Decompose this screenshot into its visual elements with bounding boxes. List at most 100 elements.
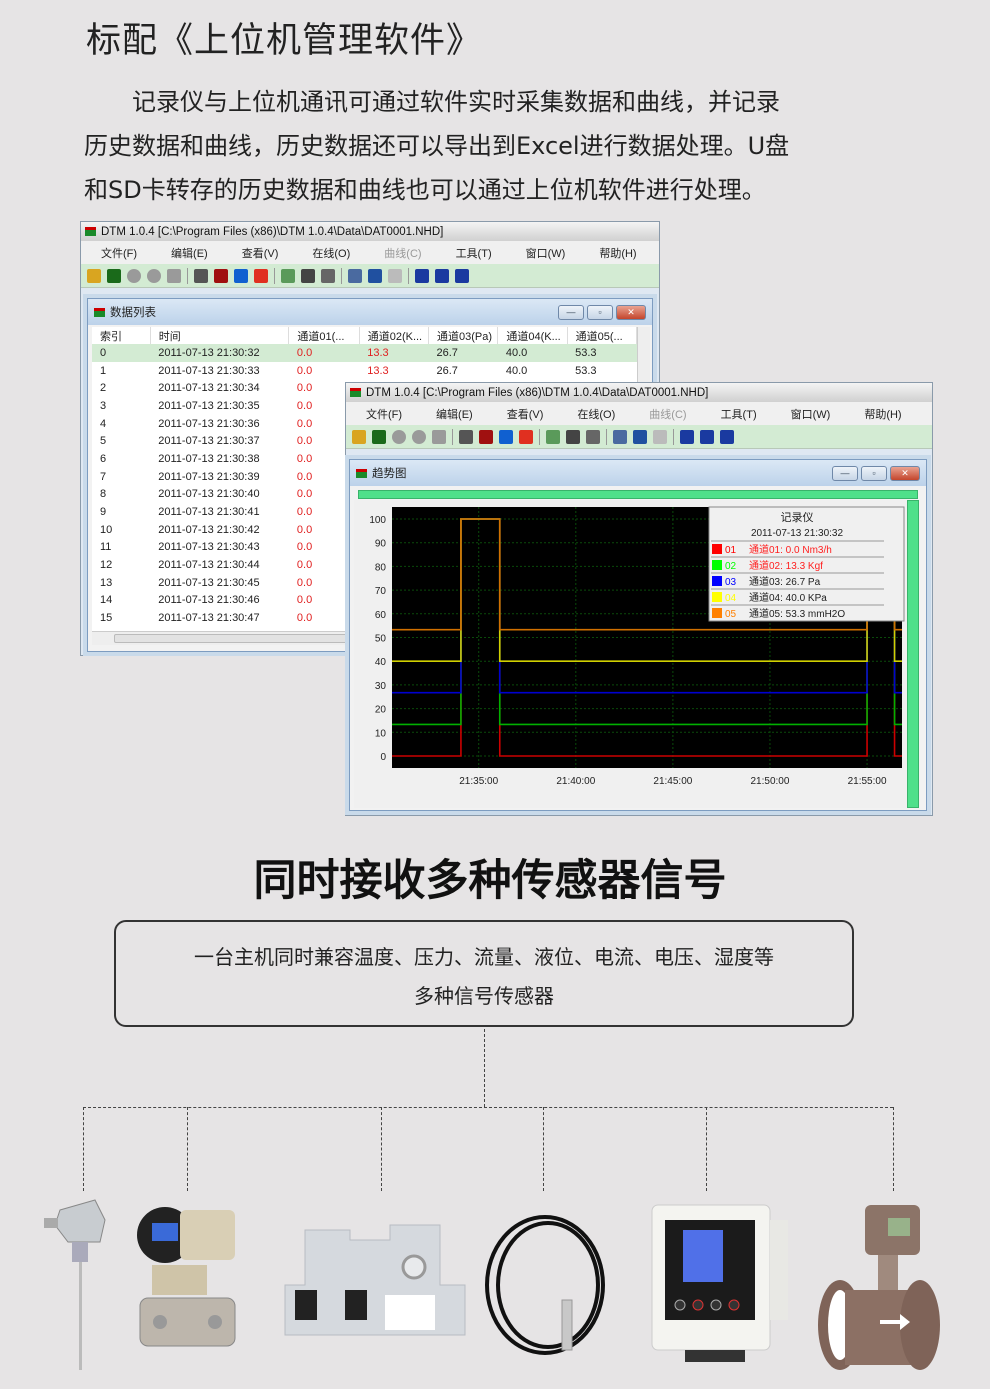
- copy-icon[interactable]: [348, 268, 362, 283]
- menu-item[interactable]: 曲线(C): [384, 247, 422, 260]
- minimize-button[interactable]: —: [558, 304, 584, 320]
- table-cell: 4: [100, 417, 107, 430]
- menu-item[interactable]: 编辑(E): [171, 247, 208, 260]
- menu-item[interactable]: 窗口(W): [790, 408, 831, 421]
- table-row[interactable]: 7 2011-07-13 21:30:39 0.0: [92, 468, 637, 486]
- print-preview-icon[interactable]: [321, 268, 335, 283]
- tile-vertical-icon[interactable]: [720, 429, 734, 444]
- table-cell: 0.0: [296, 488, 313, 501]
- legend-label: 通道02: 13.3 Kgf: [749, 559, 823, 572]
- pie-icon[interactable]: [254, 268, 268, 283]
- zoom-icon[interactable]: [633, 429, 647, 444]
- export-icon[interactable]: [281, 268, 295, 283]
- menu-item[interactable]: 在线(O): [312, 247, 351, 260]
- table-cell: 14: [100, 594, 113, 607]
- page-title: 标配《上位机管理软件》: [86, 21, 483, 61]
- tile-vertical-icon[interactable]: [455, 268, 469, 283]
- toolbar-separator: [341, 267, 342, 284]
- copy-icon[interactable]: [613, 429, 627, 444]
- table-row[interactable]: 1 2011-07-13 21:30:33 0.0 13.3 26.7 40.0 53.3: [92, 362, 637, 380]
- sum-icon[interactable]: [214, 268, 228, 283]
- legend-label: 通道03: 26.7 Pa: [749, 575, 821, 588]
- minimize-button[interactable]: —: [832, 465, 858, 481]
- cascade-icon[interactable]: [415, 268, 429, 283]
- table-row[interactable]: 6 2011-07-13 21:30:38 0.0: [92, 450, 637, 468]
- menu-item[interactable]: 文件(F): [101, 247, 138, 260]
- time-scroll-bar[interactable]: [358, 490, 918, 499]
- table-cell: 6: [100, 452, 107, 465]
- zoom-disabled-icon[interactable]: [653, 429, 667, 444]
- table-row[interactable]: 15 2011-07-13 21:30:47 0.0: [92, 609, 637, 627]
- close-button[interactable]: ✕: [616, 304, 646, 320]
- info-icon[interactable]: [499, 429, 513, 444]
- table-cell: 2011-07-13 21:30:36: [158, 417, 260, 430]
- table-row[interactable]: 5 2011-07-13 21:30:37 0.0: [92, 432, 637, 450]
- menu-item[interactable]: 工具(T): [720, 408, 757, 421]
- tile-horizontal-icon[interactable]: [700, 429, 714, 444]
- open-folder-icon[interactable]: [352, 429, 366, 444]
- tile-horizontal-icon[interactable]: [435, 268, 449, 283]
- table-row[interactable]: 12 2011-07-13 21:30:44 0.0: [92, 556, 637, 574]
- table-row[interactable]: 11 2011-07-13 21:30:43 0.0: [92, 539, 637, 557]
- menu-item[interactable]: 帮助(H): [599, 247, 637, 260]
- legend-swatch: [712, 608, 722, 618]
- table-row[interactable]: 13 2011-07-13 21:30:45 0.0: [92, 574, 637, 592]
- print-icon[interactable]: [566, 429, 580, 444]
- export-icon[interactable]: [546, 429, 560, 444]
- menu-item[interactable]: 窗口(W): [525, 247, 566, 260]
- table-cell: 13: [100, 576, 113, 589]
- pause-icon[interactable]: [147, 268, 161, 283]
- column-header[interactable]: 通道04(K...: [497, 327, 568, 344]
- column-header[interactable]: 索引: [92, 327, 151, 344]
- record-icon[interactable]: [127, 268, 141, 283]
- table-row[interactable]: 3 2011-07-13 21:30:35 0.0: [92, 397, 637, 415]
- maximize-button[interactable]: ▫: [861, 465, 887, 481]
- column-header[interactable]: 通道01(...: [288, 327, 360, 344]
- table-row[interactable]: 9 2011-07-13 21:30:41 0.0: [92, 503, 637, 521]
- table-icon[interactable]: [459, 429, 473, 444]
- column-header[interactable]: 通道02(K...: [359, 327, 430, 344]
- menu-item[interactable]: 曲线(C): [649, 408, 687, 421]
- column-header[interactable]: 时间: [150, 327, 290, 344]
- table-cell: 53.3: [567, 344, 637, 362]
- pie-icon[interactable]: [519, 429, 533, 444]
- print-preview-icon[interactable]: [586, 429, 600, 444]
- menu-item[interactable]: 查看(V): [506, 408, 544, 421]
- legend-swatch: [712, 576, 722, 586]
- table-icon[interactable]: [194, 268, 208, 283]
- record-icon[interactable]: [392, 429, 406, 444]
- stop-icon[interactable]: [432, 429, 446, 444]
- table-cell: 2011-07-13 21:30:32: [150, 344, 289, 362]
- zoom-icon[interactable]: [368, 268, 382, 283]
- menu-item[interactable]: 查看(V): [241, 247, 279, 260]
- pause-icon[interactable]: [412, 429, 426, 444]
- stop-icon[interactable]: [167, 268, 181, 283]
- chart-icon[interactable]: [107, 268, 121, 283]
- value-scroll-bar[interactable]: [907, 500, 919, 808]
- table-row[interactable]: 2 2011-07-13 21:30:34 0.0: [92, 379, 637, 397]
- info-icon[interactable]: [234, 268, 248, 283]
- menu-item[interactable]: 在线(O): [577, 408, 616, 421]
- table-row[interactable]: 4 2011-07-13 21:30:36 0.0: [92, 415, 637, 433]
- legend-label: 通道05: 53.3 mmH2O: [749, 607, 845, 620]
- print-icon[interactable]: [301, 268, 315, 283]
- table-row[interactable]: 10 2011-07-13 21:30:42 0.0: [92, 521, 637, 539]
- table-row[interactable]: 0 2011-07-13 21:30:32 0.0 13.3 26.7 40.0 53.3: [92, 344, 637, 362]
- menu-item[interactable]: 文件(F): [366, 408, 403, 421]
- table-row[interactable]: 8 2011-07-13 21:30:40 0.0: [92, 486, 637, 504]
- sum-icon[interactable]: [479, 429, 493, 444]
- table-cell: 26.7: [436, 364, 458, 377]
- maximize-button[interactable]: ▫: [587, 304, 613, 320]
- menu-item[interactable]: 帮助(H): [864, 408, 902, 421]
- open-folder-icon[interactable]: [87, 268, 101, 283]
- chart-icon[interactable]: [372, 429, 386, 444]
- menu-item[interactable]: 编辑(E): [436, 408, 473, 421]
- column-header[interactable]: 通道03(Pa): [428, 327, 499, 344]
- column-header[interactable]: 通道05(...: [567, 327, 637, 344]
- zoom-disabled-icon[interactable]: [388, 268, 402, 283]
- cascade-icon[interactable]: [680, 429, 694, 444]
- title-bar: DTM 1.0.4 [C:\Program Files (x86)\DTM 1.…: [346, 383, 932, 402]
- table-row[interactable]: 14 2011-07-13 21:30:46 0.0: [92, 592, 637, 610]
- menu-item[interactable]: 工具(T): [455, 247, 492, 260]
- close-button[interactable]: ✕: [890, 465, 920, 481]
